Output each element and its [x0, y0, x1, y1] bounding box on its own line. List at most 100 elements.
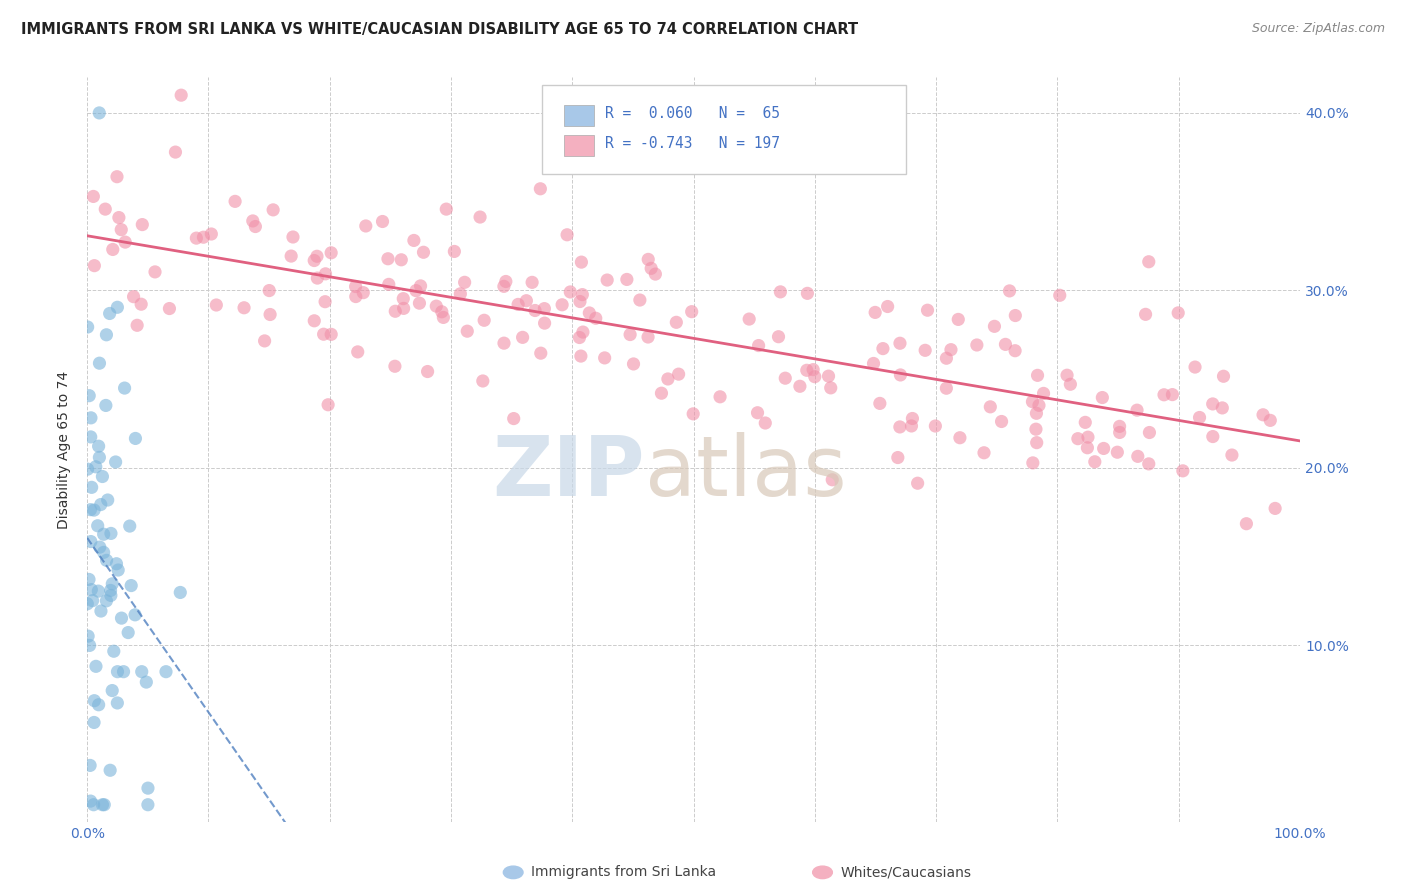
- Point: [87, 698, 110, 712]
- Point: [640, 261, 662, 276]
- Point: [1107, 445, 1129, 459]
- Point: [321, 245, 343, 260]
- Point: [1264, 501, 1286, 516]
- Point: [1258, 413, 1281, 427]
- Point: [747, 406, 769, 420]
- Point: [935, 381, 957, 395]
- Point: [96, 553, 118, 567]
- Point: [159, 301, 181, 316]
- Point: [97, 493, 120, 508]
- Point: [76, 462, 98, 476]
- Point: [83, 715, 105, 730]
- Point: [817, 369, 839, 384]
- Point: [402, 234, 425, 248]
- Point: [472, 313, 495, 327]
- Text: Source: ZipAtlas.com: Source: ZipAtlas.com: [1251, 22, 1385, 36]
- Point: [77, 573, 100, 587]
- Point: [352, 285, 374, 300]
- Point: [89, 540, 111, 554]
- Point: [259, 308, 281, 322]
- Point: [93, 527, 115, 541]
- Point: [529, 182, 551, 196]
- Point: [100, 589, 122, 603]
- Point: [1067, 432, 1090, 446]
- Point: [520, 276, 543, 290]
- Point: [114, 381, 136, 395]
- Point: [869, 396, 891, 410]
- Point: [105, 557, 128, 571]
- Point: [628, 293, 651, 307]
- Point: [1021, 394, 1043, 409]
- Point: [416, 365, 439, 379]
- Point: [803, 369, 825, 384]
- Point: [83, 503, 105, 517]
- Point: [80, 582, 103, 597]
- Point: [80, 480, 103, 494]
- Point: [1126, 403, 1149, 417]
- Point: [644, 267, 666, 281]
- Point: [124, 432, 146, 446]
- Point: [637, 252, 659, 267]
- Point: [98, 306, 121, 320]
- Point: [1184, 360, 1206, 375]
- Point: [93, 545, 115, 559]
- Point: [101, 577, 124, 591]
- Point: [129, 297, 152, 311]
- Point: [205, 298, 228, 312]
- Point: [91, 469, 114, 483]
- Point: [748, 338, 770, 352]
- Point: [87, 584, 110, 599]
- Point: [657, 372, 679, 386]
- Point: [616, 272, 638, 286]
- Point: [1032, 386, 1054, 401]
- Point: [789, 379, 811, 393]
- Point: [101, 243, 124, 257]
- Point: [80, 430, 103, 444]
- Point: [354, 219, 377, 233]
- Point: [378, 277, 401, 292]
- Point: [98, 764, 121, 778]
- Point: [1137, 254, 1160, 268]
- Point: [796, 286, 818, 301]
- Point: [1084, 455, 1107, 469]
- Point: [77, 389, 100, 403]
- Point: [79, 639, 101, 653]
- Point: [105, 696, 128, 710]
- Point: [155, 665, 177, 679]
- Point: [305, 249, 328, 263]
- Point: [93, 797, 115, 812]
- Point: [89, 450, 111, 465]
- Text: IMMIGRANTS FROM SRI LANKA VS WHITE/CAUCASIAN DISABILITY AGE 65 TO 74 CORRELATION: IMMIGRANTS FROM SRI LANKA VS WHITE/CAUCA…: [21, 22, 858, 37]
- Point: [90, 604, 112, 618]
- Point: [453, 276, 475, 290]
- Point: [262, 202, 284, 217]
- Point: [754, 416, 776, 430]
- Point: [312, 327, 335, 342]
- Point: [96, 327, 118, 342]
- Point: [384, 359, 406, 374]
- Point: [887, 450, 910, 465]
- Point: [83, 259, 105, 273]
- Point: [200, 227, 222, 241]
- Point: [468, 210, 491, 224]
- Point: [1234, 516, 1257, 531]
- Point: [122, 290, 145, 304]
- Point: [304, 314, 326, 328]
- Point: [1167, 306, 1189, 320]
- Point: [568, 330, 591, 344]
- FancyBboxPatch shape: [541, 85, 905, 174]
- Point: [1028, 398, 1050, 412]
- Point: [94, 202, 117, 216]
- Point: [76, 320, 98, 334]
- Point: [572, 325, 595, 339]
- Point: [983, 319, 1005, 334]
- Point: [76, 597, 98, 611]
- Point: [136, 781, 159, 796]
- Point: [118, 519, 141, 533]
- Point: [84, 459, 107, 474]
- Point: [1220, 448, 1243, 462]
- Point: [900, 419, 922, 434]
- Point: [1137, 457, 1160, 471]
- Point: [623, 357, 645, 371]
- Point: [948, 312, 970, 326]
